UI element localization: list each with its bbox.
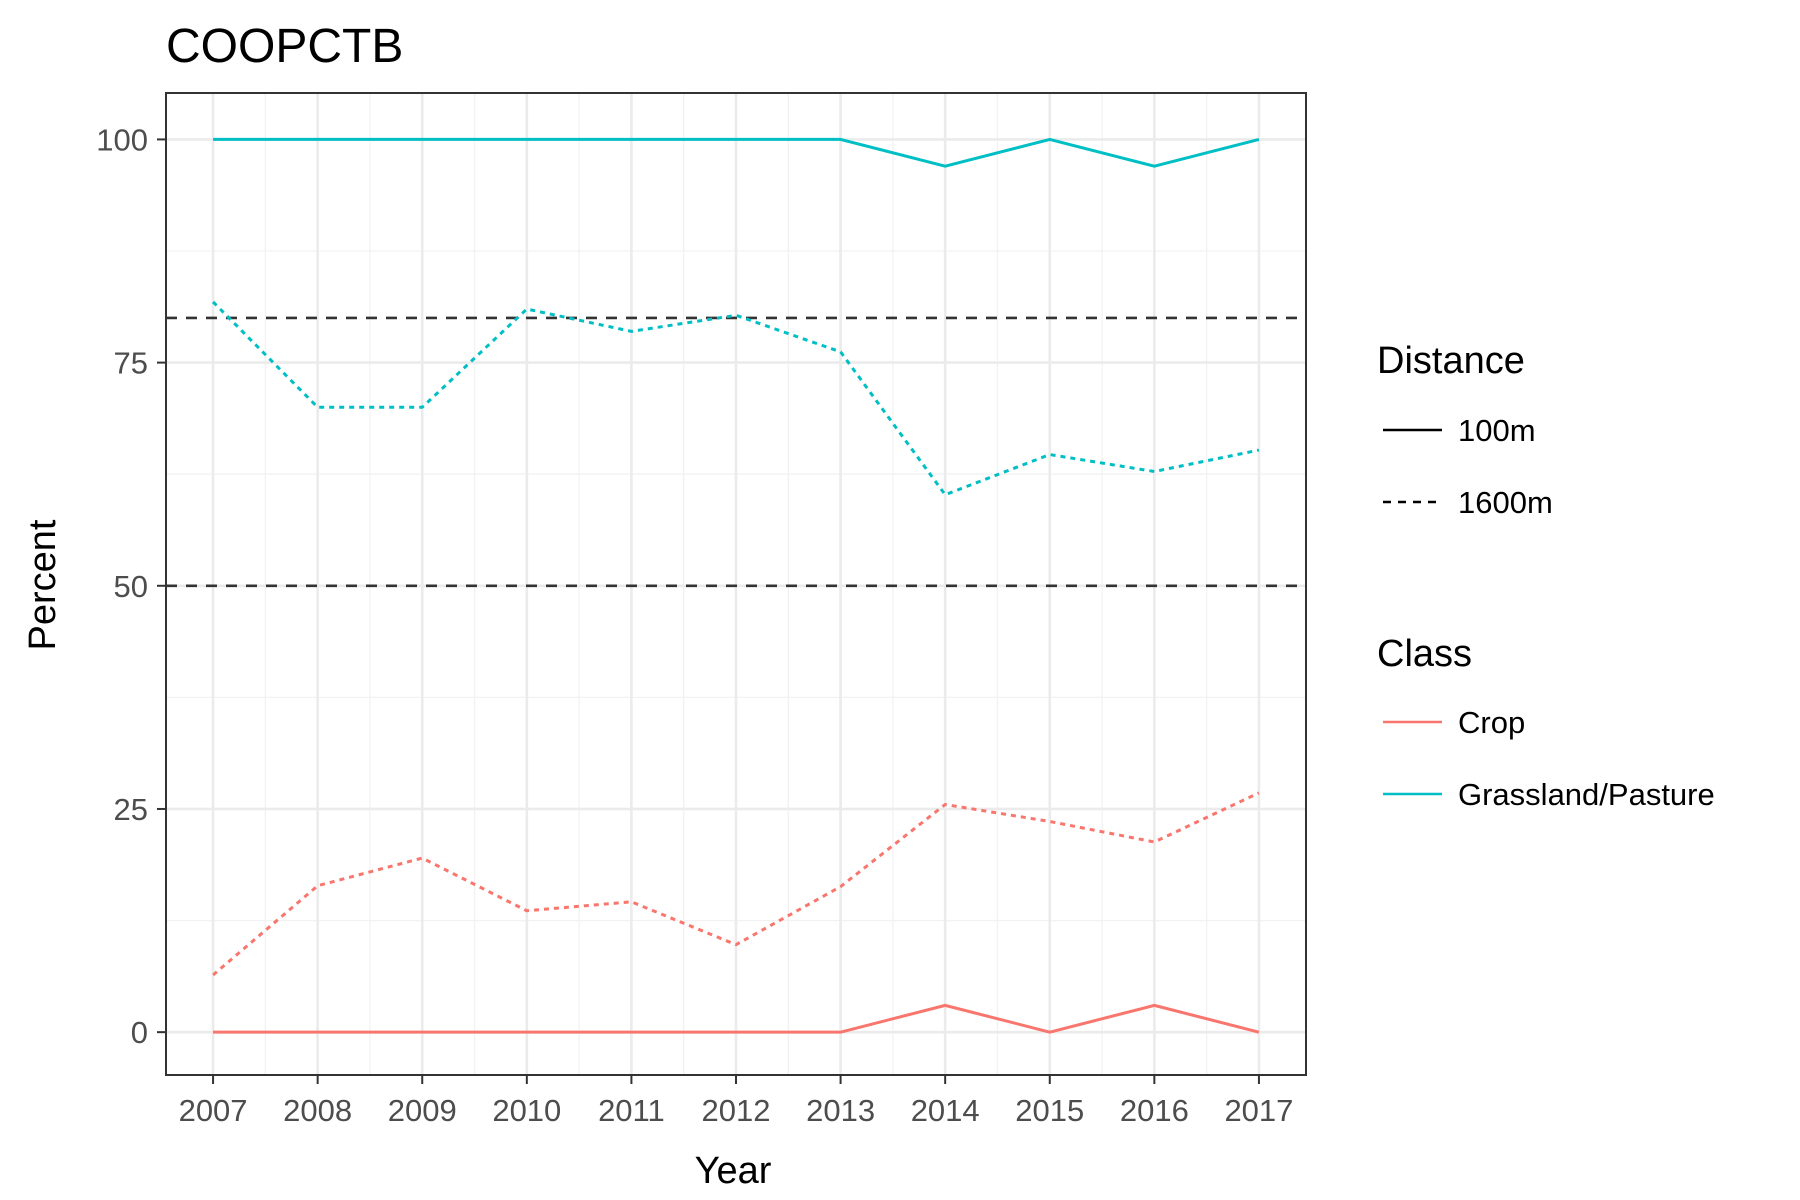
x-tick-label: 2016 — [1120, 1093, 1189, 1128]
x-tick-label: 2011 — [598, 1093, 665, 1128]
reference-lines — [166, 316, 1306, 588]
y-tick-label: 0 — [131, 1015, 148, 1050]
major-gridlines — [166, 93, 1306, 1075]
data-series — [211, 137, 1260, 1034]
y-axis: 0 25 50 75 100 — [96, 122, 166, 1050]
y-axis-title: Percent — [22, 519, 64, 650]
legend-distance: Distance 100m 1600m — [1377, 340, 1553, 520]
y-tick-label: 25 — [114, 792, 148, 827]
y-tick-label: 75 — [114, 346, 148, 381]
x-tick-label: 2007 — [179, 1093, 248, 1128]
x-tick-label: 2015 — [1015, 1093, 1084, 1128]
x-tick-label: 2014 — [911, 1093, 980, 1128]
legend-label-100m: 100m — [1458, 413, 1536, 448]
series-line-crop-100m — [213, 1003, 1260, 1034]
x-tick-label: 2010 — [492, 1093, 561, 1128]
x-tick-label: 2009 — [388, 1093, 457, 1128]
x-tick-label: 2013 — [806, 1093, 875, 1128]
series-line-crop-1600m — [212, 791, 1260, 977]
legend-distance-title: Distance — [1377, 340, 1525, 382]
y-tick-label: 100 — [96, 122, 148, 157]
legend-label-crop: Crop — [1458, 705, 1525, 740]
legend-label-grassland-pasture: Grassland/Pasture — [1458, 777, 1715, 812]
x-tick-label: 2008 — [283, 1093, 352, 1128]
y-tick-label: 50 — [114, 569, 148, 604]
legend-class-title: Class — [1377, 633, 1472, 675]
x-axis-title: Year — [695, 1150, 772, 1192]
legend-label-1600m: 1600m — [1458, 485, 1553, 520]
x-tick-label: 2017 — [1224, 1093, 1293, 1128]
legend-class: Class Crop Grassland/Pasture — [1377, 633, 1715, 812]
x-tick-label: 2012 — [702, 1093, 771, 1128]
chart-title: COOPCTB — [166, 20, 403, 73]
series-line-grassland-pasture-100m — [213, 137, 1260, 168]
x-axis: 2007 2008 2009 2010 2011 2012 2013 2014 2015 2016… — [179, 1075, 1293, 1128]
series-line-grassland-pasture-1600m — [211, 300, 1260, 497]
